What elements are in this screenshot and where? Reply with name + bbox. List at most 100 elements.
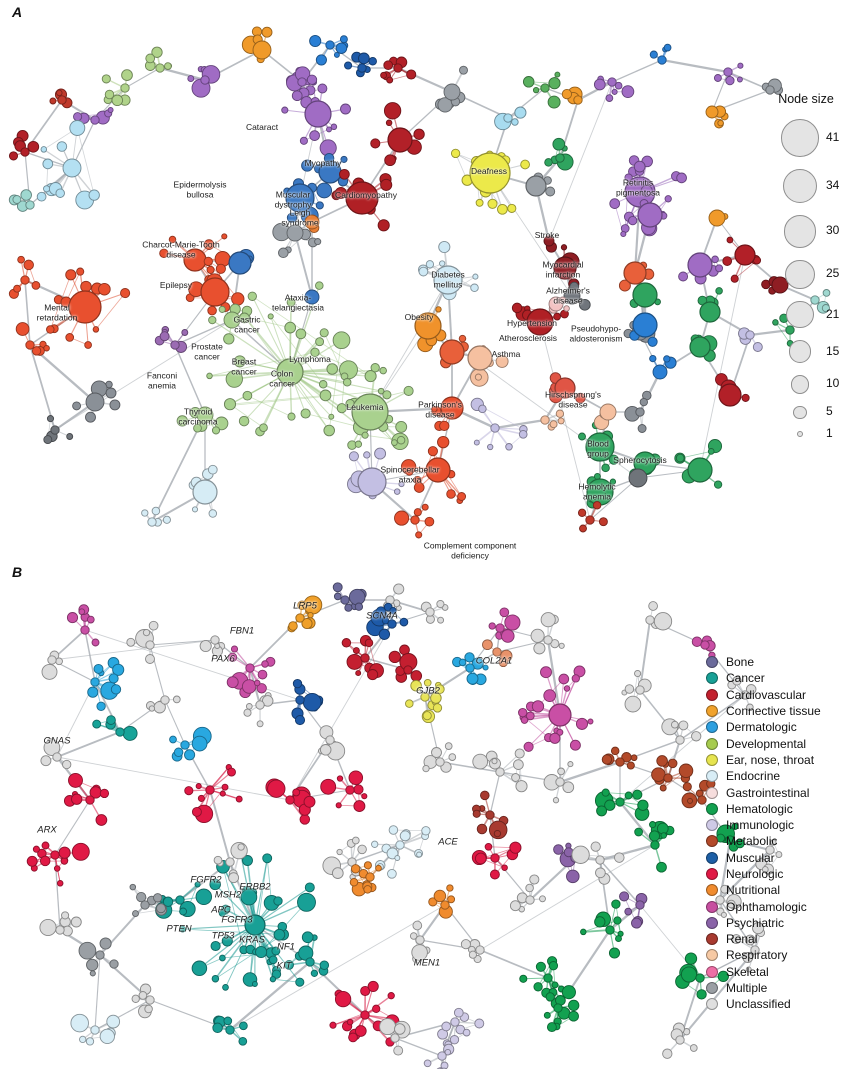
network-node bbox=[645, 615, 655, 625]
network-node bbox=[43, 739, 61, 756]
network-node bbox=[110, 684, 122, 695]
network-node bbox=[299, 136, 308, 145]
network-node bbox=[501, 629, 515, 643]
network-node bbox=[745, 684, 757, 695]
network-node bbox=[360, 1010, 370, 1020]
network-node bbox=[121, 69, 133, 81]
network-node bbox=[647, 336, 658, 347]
network-node bbox=[55, 925, 65, 935]
network-node bbox=[325, 735, 335, 745]
network-node bbox=[86, 958, 99, 972]
network-node bbox=[184, 749, 196, 761]
network-node bbox=[256, 720, 264, 728]
network-node bbox=[305, 957, 315, 967]
legend-color-dot bbox=[706, 884, 718, 897]
network-node bbox=[297, 77, 307, 87]
network-node bbox=[109, 399, 121, 411]
network-node bbox=[632, 282, 658, 308]
network-node bbox=[46, 415, 55, 423]
network-node bbox=[726, 236, 734, 244]
network-node bbox=[384, 154, 396, 167]
network-node bbox=[391, 439, 398, 446]
network-node bbox=[145, 995, 155, 1005]
network-node bbox=[377, 387, 385, 395]
network-node bbox=[660, 832, 667, 839]
network-node bbox=[695, 973, 705, 983]
network-node bbox=[503, 113, 513, 123]
network-node bbox=[618, 279, 631, 292]
node-size-value: 1 bbox=[826, 425, 833, 440]
network-node bbox=[548, 77, 561, 90]
network-node bbox=[136, 891, 147, 903]
network-node bbox=[624, 176, 656, 208]
legend-item: Cardiovascular bbox=[706, 687, 821, 703]
network-node bbox=[304, 214, 320, 230]
network-node bbox=[547, 95, 561, 109]
network-node bbox=[294, 715, 306, 726]
network-node bbox=[8, 151, 19, 161]
network-node bbox=[450, 148, 461, 159]
network-node bbox=[85, 411, 96, 423]
network-node bbox=[361, 793, 368, 800]
node-size-value: 41 bbox=[826, 130, 840, 144]
network-node bbox=[457, 492, 467, 501]
network-node bbox=[225, 857, 235, 867]
network-node bbox=[315, 54, 327, 66]
network-node bbox=[430, 692, 442, 704]
network-node bbox=[239, 1021, 248, 1031]
network-node bbox=[370, 138, 381, 149]
network-node bbox=[474, 852, 487, 865]
network-node bbox=[242, 390, 253, 401]
network-node bbox=[25, 340, 35, 350]
network-node bbox=[179, 925, 186, 933]
network-node bbox=[383, 60, 394, 71]
network-node bbox=[226, 676, 239, 689]
network-node bbox=[752, 342, 763, 352]
network-node bbox=[736, 76, 743, 83]
network-node bbox=[326, 363, 338, 375]
network-node bbox=[742, 952, 754, 963]
network-node bbox=[380, 178, 393, 191]
network-node bbox=[56, 141, 68, 152]
network-node bbox=[162, 515, 171, 524]
network-node bbox=[575, 392, 586, 404]
network-node bbox=[91, 638, 100, 647]
network-node bbox=[17, 255, 25, 264]
network-node bbox=[316, 182, 333, 199]
network-node bbox=[563, 685, 571, 692]
network-node bbox=[520, 159, 530, 170]
network-node bbox=[109, 959, 119, 969]
network-node bbox=[595, 855, 605, 865]
network-node bbox=[458, 334, 467, 343]
network-node bbox=[106, 1014, 121, 1029]
legend-color-dot bbox=[706, 721, 718, 734]
legend-item-label: Dermatologic bbox=[726, 720, 797, 735]
network-node bbox=[632, 789, 643, 800]
network-node bbox=[354, 602, 364, 611]
network-node bbox=[410, 515, 420, 525]
network-node bbox=[297, 892, 316, 912]
network-node bbox=[239, 312, 250, 324]
network-node bbox=[273, 928, 286, 941]
network-node bbox=[555, 409, 565, 418]
legend-item-label: Neurologic bbox=[726, 867, 784, 881]
legend-color-dot bbox=[706, 672, 718, 685]
network-node bbox=[285, 183, 315, 213]
network-node bbox=[53, 865, 61, 872]
network-node bbox=[605, 94, 614, 102]
network-node bbox=[624, 173, 633, 182]
legend-item: Multiple bbox=[706, 980, 821, 996]
legend-item: Immunologic bbox=[706, 817, 821, 833]
network-node bbox=[731, 934, 742, 945]
network-node bbox=[539, 895, 546, 903]
network-node bbox=[493, 829, 502, 838]
network-node bbox=[140, 900, 150, 910]
network-node bbox=[328, 413, 335, 420]
legend-item: Metabolic bbox=[706, 833, 821, 849]
network-node bbox=[543, 235, 555, 247]
network-node bbox=[577, 508, 587, 517]
network-node bbox=[624, 907, 633, 916]
network-node bbox=[598, 517, 608, 527]
network-node bbox=[473, 439, 480, 446]
network-node bbox=[339, 35, 348, 44]
